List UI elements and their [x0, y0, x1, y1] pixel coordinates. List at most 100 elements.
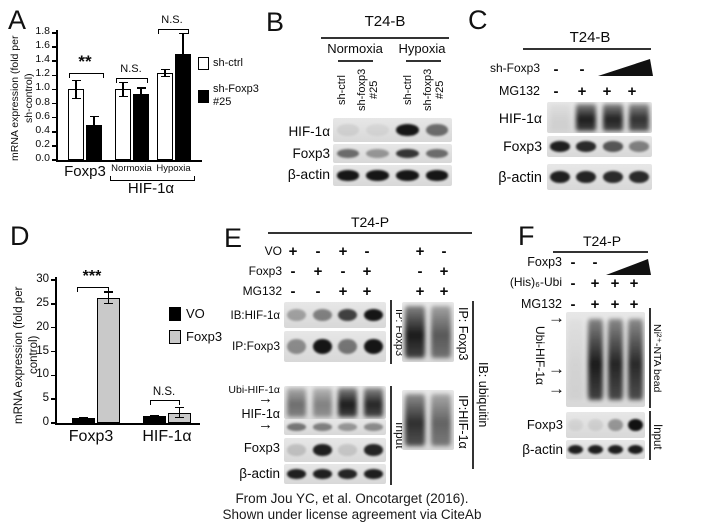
row-label-ib-hif1a: IB:HIF-1α — [230, 310, 280, 322]
error-cap — [71, 97, 81, 100]
condition-mark: + — [577, 83, 587, 100]
bar-sh-ctrl-Hypoxia — [157, 73, 173, 160]
condition-mark: + — [627, 83, 637, 100]
condition-mark: - — [553, 83, 559, 100]
condition-mark: - — [364, 243, 370, 260]
title-underline — [523, 48, 651, 50]
y-axis-tick-label: 10 — [36, 368, 49, 381]
protein-band — [576, 141, 597, 152]
panel-d-label: D — [10, 221, 30, 251]
condition-mark: + — [590, 275, 600, 292]
protein-band — [366, 148, 389, 159]
y-axis-tick-label: 30 — [36, 273, 49, 285]
error-cap — [160, 75, 170, 78]
significance-bracket — [77, 287, 109, 292]
row-label-bactin-e: β-actin — [239, 466, 280, 481]
panel-f-label: F — [518, 221, 535, 251]
row-label-ubi-hif1a-f: Ubi-HIF-1α — [533, 325, 547, 385]
condition-mark: - — [315, 283, 321, 300]
protein-band — [287, 469, 307, 479]
significance-d-foxp3: *** — [82, 268, 102, 285]
protein-band — [628, 170, 649, 184]
y-axis-tick — [52, 46, 57, 48]
protein-band — [425, 170, 449, 181]
protein-band — [363, 469, 383, 479]
protein-band — [312, 339, 332, 354]
legend-swatch-vo — [169, 307, 181, 321]
x-category-hif1a-d: HIF-1α — [142, 428, 192, 445]
row-label-hif1a-b: HIF-1α — [288, 124, 330, 139]
side-label-ib-ubiquitin: IB: ubiquitin — [476, 362, 490, 428]
condition-label-foxp3-e: Foxp3 — [248, 264, 282, 278]
error-cap — [118, 81, 128, 84]
protein-band — [405, 394, 425, 446]
protein-band — [628, 104, 649, 131]
row-label-hif1a-c: HIF-1α — [498, 110, 542, 126]
blot-ip-foxp3 — [284, 331, 386, 362]
y-axis-tick — [51, 303, 56, 305]
protein-band — [366, 170, 389, 181]
caption-line-2: Shown under license agreement via CiteAb — [222, 507, 482, 522]
bar-sh-ctrl-Normoxia — [115, 89, 131, 160]
row-label-foxp3-b: Foxp3 — [292, 146, 330, 161]
side-label-input-f: Input — [651, 424, 663, 450]
y-axis-tick — [51, 350, 56, 353]
legend-label-shctrl: sh-ctrl — [213, 57, 243, 69]
y-axis-tick-label: 1.0 — [35, 81, 50, 94]
protein-band — [312, 469, 332, 479]
panel-b-label: B — [266, 7, 285, 37]
x-category-hypoxia: Hypoxia — [156, 163, 191, 174]
legend-swatch-foxp3 — [169, 330, 181, 344]
significance-a-normoxia: N.S. — [120, 63, 142, 75]
blot-bactin-e — [284, 464, 386, 484]
condition-mark: - — [315, 243, 321, 260]
protein-band — [336, 148, 360, 159]
row-label-hif1a-e: HIF-1α — [241, 407, 280, 421]
protein-band — [576, 104, 597, 131]
protein-band — [431, 306, 451, 358]
bracket-line-ni-nta — [649, 308, 651, 408]
significance-a-hypoxia: N.S. — [161, 14, 183, 26]
blot-bactin-f — [566, 440, 645, 459]
protein-band — [627, 444, 643, 455]
protein-band — [336, 170, 360, 181]
protein-band — [287, 388, 307, 417]
condition-mark: - — [570, 296, 576, 313]
bracket-line-ib-ubiquitin — [472, 301, 474, 469]
title-underline — [268, 232, 472, 234]
row-label-foxp3-c: Foxp3 — [503, 138, 542, 154]
y-axis-tick-label: 0.4 — [35, 123, 50, 136]
blot-ni-nta-pulldown — [566, 312, 645, 407]
significance-bracket — [116, 78, 148, 83]
protein-band — [338, 388, 358, 417]
protein-band — [588, 318, 604, 401]
condition-marks-shfoxp3-c: -- — [0, 62, 704, 78]
protein-band — [312, 308, 332, 322]
y-axis-tick-label: 15 — [36, 344, 49, 357]
protein-band — [338, 308, 358, 322]
condition-mark: + — [362, 283, 372, 300]
y-axis-tick — [52, 32, 57, 34]
condition-mark: + — [338, 243, 348, 260]
protein-band — [602, 104, 623, 131]
row-label-ubi-hif1a: Ubi-HIF-1α — [228, 384, 280, 396]
y-axis-tick-label: 0 — [42, 416, 49, 428]
y-axis-tick — [52, 60, 57, 62]
condition-mark: + — [415, 283, 425, 300]
protein-band — [312, 388, 332, 417]
condition-mark: + — [590, 296, 600, 313]
condition-mark: + — [313, 263, 323, 280]
condition-mark: - — [441, 243, 447, 260]
protein-band — [363, 388, 383, 417]
condition-mark: + — [288, 243, 298, 260]
condition-marks-mg132-f: - + + + — [0, 297, 704, 313]
y-axis-tick — [52, 116, 57, 119]
error-cap — [79, 417, 88, 420]
significance-bracket — [158, 29, 189, 34]
condition-marks-vo-right: + - — [0, 244, 704, 260]
error-cap — [178, 73, 188, 76]
protein-band — [338, 423, 358, 431]
protein-band — [576, 170, 597, 184]
hif1a-group-bracket — [110, 176, 195, 181]
condition-label-mg132-e: MG132 — [242, 284, 282, 298]
